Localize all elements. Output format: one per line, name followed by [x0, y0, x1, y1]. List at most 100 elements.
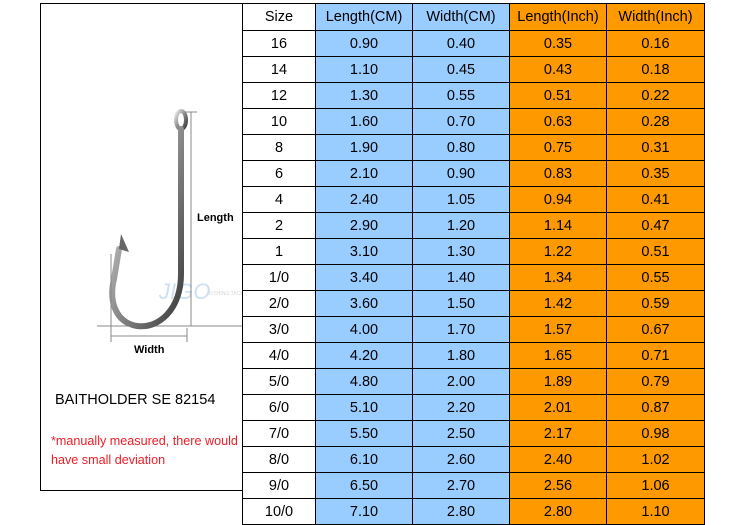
cell-width-inch: 0.18	[606, 56, 705, 83]
cell-width-inch: 0.87	[606, 394, 705, 421]
cell-width-cm: 1.80	[412, 342, 510, 369]
cell-size: 8	[242, 134, 316, 161]
cell-size: 6/0	[242, 394, 316, 421]
length-label: Length	[197, 212, 234, 224]
cell-width-inch: 0.16	[606, 30, 705, 57]
cell-width-inch: 0.55	[606, 264, 705, 291]
cell-length-inch: 2.40	[509, 446, 607, 473]
svg-text:JIGO: JIGO	[158, 279, 210, 304]
cell-width-inch: 0.67	[606, 316, 705, 343]
size-chart-table: Size Length(CM) Width(CM) Length(Inch) W…	[242, 3, 705, 525]
header-width-inch: Width(Inch)	[606, 3, 705, 31]
cell-length-inch: 1.89	[509, 368, 607, 395]
table-row: 2/0 3.60 1.50 1.42 0.59	[242, 290, 705, 317]
cell-width-cm: 1.50	[412, 290, 510, 317]
table-row: 8 1.90 0.80 0.75 0.31	[242, 134, 705, 161]
cell-length-inch: 2.80	[509, 498, 607, 525]
cell-width-inch: 0.51	[606, 238, 705, 265]
cell-length-cm: 3.60	[315, 290, 413, 317]
measurement-note: *manually measured, there would have sma…	[51, 434, 238, 467]
cell-width-cm: 2.60	[412, 446, 510, 473]
cell-width-cm: 1.05	[412, 186, 510, 213]
cell-size: 4/0	[242, 342, 316, 369]
cell-length-cm: 3.40	[315, 264, 413, 291]
table-row: 3/0 4.00 1.70 1.57 0.67	[242, 316, 705, 343]
cell-width-cm: 1.40	[412, 264, 510, 291]
watermark-logo: JIGO FISHING TACKLE	[158, 279, 249, 304]
cell-width-cm: 2.50	[412, 420, 510, 447]
cell-size: 14	[242, 56, 316, 83]
cell-length-inch: 2.17	[509, 420, 607, 447]
cell-length-cm: 1.30	[315, 82, 413, 109]
cell-width-inch: 0.79	[606, 368, 705, 395]
table-row: 14 1.10 0.45 0.43 0.18	[242, 56, 705, 83]
cell-length-inch: 0.35	[509, 30, 607, 57]
cell-length-inch: 1.65	[509, 342, 607, 369]
cell-length-cm: 5.10	[315, 394, 413, 421]
header-size: Size	[242, 3, 316, 31]
table-row: 10/0 7.10 2.80 2.80 1.10	[242, 498, 705, 525]
table-body: 16 0.90 0.40 0.35 0.16 14 1.10 0.45 0.43 0.18 12 1.…	[242, 30, 705, 525]
cell-length-inch: 0.83	[509, 160, 607, 187]
header-length-cm: Length(CM)	[315, 3, 413, 31]
cell-width-inch: 0.35	[606, 160, 705, 187]
cell-width-cm: 2.80	[412, 498, 510, 525]
cell-length-cm: 4.00	[315, 316, 413, 343]
cell-width-cm: 1.30	[412, 238, 510, 265]
cell-width-cm: 1.70	[412, 316, 510, 343]
cell-width-cm: 0.80	[412, 134, 510, 161]
cell-size: 2/0	[242, 290, 316, 317]
table-row: 8/0 6.10 2.60 2.40 1.02	[242, 446, 705, 473]
cell-width-inch: 1.06	[606, 472, 705, 499]
cell-width-inch: 0.59	[606, 290, 705, 317]
header-width-cm: Width(CM)	[412, 3, 510, 31]
cell-length-cm: 5.50	[315, 420, 413, 447]
cell-length-inch: 0.75	[509, 134, 607, 161]
cell-size: 4	[242, 186, 316, 213]
cell-length-cm: 2.90	[315, 212, 413, 239]
cell-size: 1	[242, 238, 316, 265]
cell-size: 6	[242, 160, 316, 187]
cell-length-cm: 3.10	[315, 238, 413, 265]
cell-width-inch: 1.10	[606, 498, 705, 525]
cell-length-cm: 1.90	[315, 134, 413, 161]
cell-length-inch: 0.94	[509, 186, 607, 213]
table-row: 10 1.60 0.70 0.63 0.28	[242, 108, 705, 135]
cell-length-inch: 1.22	[509, 238, 607, 265]
table-row: 12 1.30 0.55 0.51 0.22	[242, 82, 705, 109]
table-row: 6 2.10 0.90 0.83 0.35	[242, 160, 705, 187]
cell-size: 12	[242, 82, 316, 109]
hook-body	[109, 126, 184, 330]
cell-length-inch: 1.42	[509, 290, 607, 317]
hook-diagram: JIGO FISHING TACKLE Length Width	[97, 109, 249, 356]
cell-width-inch: 0.71	[606, 342, 705, 369]
cell-length-cm: 7.10	[315, 498, 413, 525]
cell-length-inch: 1.14	[509, 212, 607, 239]
cell-width-inch: 0.22	[606, 82, 705, 109]
cell-length-inch: 0.51	[509, 82, 607, 109]
cell-width-cm: 0.40	[412, 30, 510, 57]
table-row: 4/0 4.20 1.80 1.65 0.71	[242, 342, 705, 369]
hook-diagram-panel: JIGO FISHING TACKLE Length Width BAITHOL…	[40, 3, 249, 491]
cell-length-cm: 4.80	[315, 368, 413, 395]
cell-length-cm: 4.20	[315, 342, 413, 369]
cell-width-cm: 0.70	[412, 108, 510, 135]
cell-size: 10/0	[242, 498, 316, 525]
cell-size: 8/0	[242, 446, 316, 473]
table-row: 5/0 4.80 2.00 1.89 0.79	[242, 368, 705, 395]
cell-width-cm: 0.90	[412, 160, 510, 187]
cell-width-cm: 0.45	[412, 56, 510, 83]
table-row: 1 3.10 1.30 1.22 0.51	[242, 238, 705, 265]
header-length-inch: Length(Inch)	[509, 3, 607, 31]
cell-length-cm: 1.60	[315, 108, 413, 135]
cell-size: 7/0	[242, 420, 316, 447]
cell-size: 16	[242, 30, 316, 57]
product-name: BAITHOLDER SE 82154	[55, 392, 216, 408]
table-row: 6/0 5.10 2.20 2.01 0.87	[242, 394, 705, 421]
cell-size: 1/0	[242, 264, 316, 291]
cell-width-cm: 2.00	[412, 368, 510, 395]
cell-length-cm: 2.40	[315, 186, 413, 213]
table-row: 1/0 3.40 1.40 1.34 0.55	[242, 264, 705, 291]
cell-length-inch: 2.01	[509, 394, 607, 421]
table-row: 2 2.90 1.20 1.14 0.47	[242, 212, 705, 239]
